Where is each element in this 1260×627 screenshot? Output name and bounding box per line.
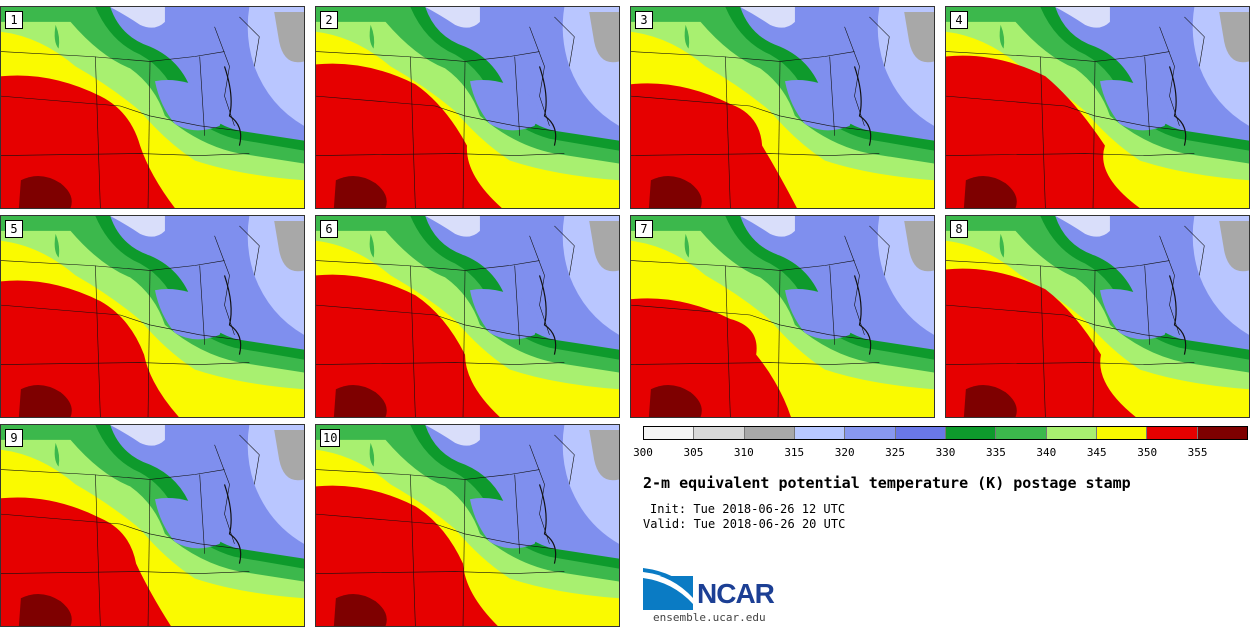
colorbar-segment (1096, 427, 1148, 439)
ncar-logo-text: NCAR (697, 578, 775, 609)
colorbar-tick-label: 320 (834, 446, 855, 459)
colorbar-tick-label: 330 (935, 446, 956, 459)
member-number-label: 7 (635, 220, 653, 238)
member-number-label: 10 (320, 429, 341, 447)
member-number-label: 5 (5, 220, 23, 238)
ensemble-member-map: 9 (0, 424, 305, 627)
ensemble-member-map: 1 (0, 6, 305, 209)
ensemble-member-map: 8 (945, 215, 1250, 418)
colorbar-tick-label: 350 (1137, 446, 1158, 459)
colorbar-tick-label: 355 (1187, 446, 1208, 459)
colorbar-tick-label: 305 (683, 446, 704, 459)
colorbar-segment (1197, 427, 1247, 439)
colorbar-tick-label: 310 (733, 446, 754, 459)
ensemble-member-map: 7 (630, 215, 935, 418)
member-number-label: 4 (950, 11, 968, 29)
ncar-logo-icon (643, 568, 693, 610)
colorbar-segment (644, 427, 695, 439)
colorbar-segment (996, 427, 1047, 439)
member-number-label: 8 (950, 220, 968, 238)
ensemble-member-map: 4 (945, 6, 1250, 209)
init-time: Init: Tue 2018-06-26 12 UTC (650, 502, 846, 516)
colorbar-tick-label: 340 (1036, 446, 1057, 459)
member-number-label: 1 (5, 11, 23, 29)
colorbar-tick-label: 300 (633, 446, 653, 459)
ensemble-member-map: 10 (315, 424, 620, 627)
member-number-label: 3 (635, 11, 653, 29)
member-number-label: 2 (320, 11, 338, 29)
colorbar-segment (694, 427, 745, 439)
colorbar-tick-label: 345 (1086, 446, 1107, 459)
colorbar-tick-label: 325 (885, 446, 906, 459)
ensemble-member-map: 3 (630, 6, 935, 209)
colorbar (643, 426, 1248, 440)
colorbar-segment (895, 427, 946, 439)
colorbar-segment (1147, 427, 1198, 439)
ensemble-member-map: 2 (315, 6, 620, 209)
colorbar-segment (945, 427, 997, 439)
ensemble-member-map: 5 (0, 215, 305, 418)
colorbar-tick-label: 335 (985, 446, 1006, 459)
valid-time: Valid: Tue 2018-06-26 20 UTC (643, 517, 846, 531)
member-number-label: 9 (5, 429, 23, 447)
colorbar-tick-label: 315 (784, 446, 805, 459)
website-url: ensemble.ucar.edu (653, 611, 766, 624)
ensemble-member-map: 6 (315, 215, 620, 418)
colorbar-segment (744, 427, 795, 439)
colorbar-segment (1046, 427, 1097, 439)
colorbar-segment (845, 427, 896, 439)
page-title: 2-m equivalent potential temperature (K)… (643, 474, 1131, 492)
colorbar-segment (794, 427, 846, 439)
member-number-label: 6 (320, 220, 338, 238)
